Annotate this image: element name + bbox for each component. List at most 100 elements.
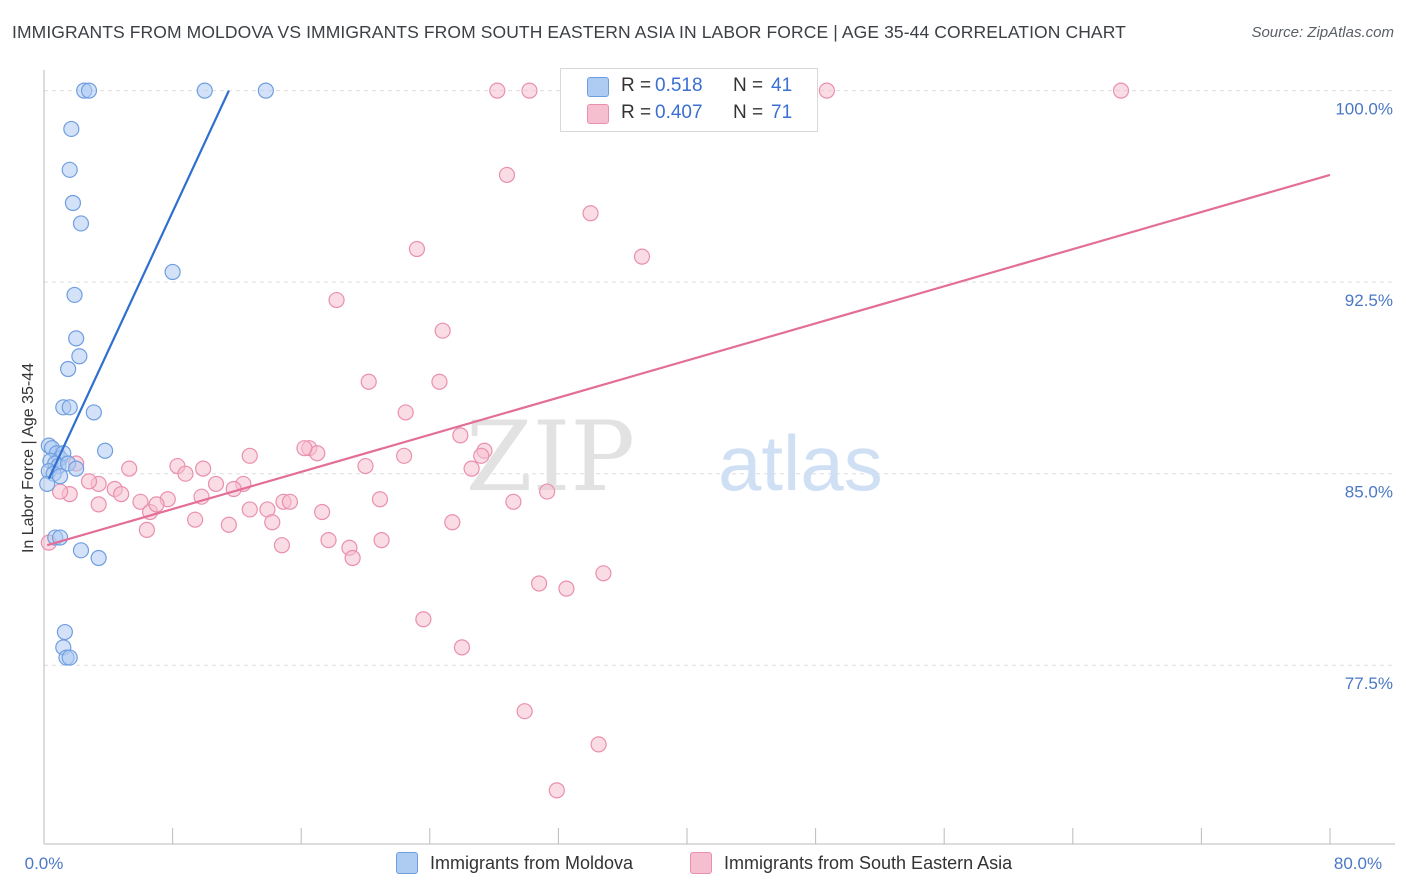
y-tick-label: 100.0% xyxy=(1335,100,1393,119)
y-axis-label: In Labor Force | Age 35-44 xyxy=(20,363,37,553)
legend-label-moldova: Immigrants from Moldova xyxy=(430,852,634,873)
source-label: Source: ZipAtlas.com xyxy=(1251,24,1394,41)
moldova-point xyxy=(257,82,274,99)
legend-label-sea: Immigrants from South Eastern Asia xyxy=(724,852,1013,873)
sea-point xyxy=(241,447,258,464)
moldova-point xyxy=(66,286,83,304)
sea-point xyxy=(633,248,651,265)
sea-point xyxy=(296,440,313,457)
sea-points xyxy=(40,82,1130,799)
sea-point xyxy=(138,521,155,538)
sea-point xyxy=(132,493,149,510)
moldova-points xyxy=(39,82,274,666)
moldova-point xyxy=(63,120,80,138)
moldova-point xyxy=(60,360,77,378)
sea-point xyxy=(408,240,426,258)
sea-point xyxy=(80,473,98,490)
moldova-point xyxy=(90,549,107,567)
moldova-point xyxy=(61,649,78,666)
moldova-trend-line xyxy=(47,90,230,480)
y-tick-label: 92.5% xyxy=(1345,291,1393,310)
moldova-point xyxy=(80,82,98,99)
sea-point xyxy=(531,575,548,592)
correlation-legend: R = 0.518 N = 41 R = 0.407 N = 71 xyxy=(560,68,818,132)
moldova-point xyxy=(68,460,85,477)
sea-point xyxy=(539,483,556,500)
sea-point xyxy=(148,496,165,513)
legend-n-value: 41 xyxy=(771,75,793,96)
moldova-point xyxy=(56,623,73,641)
legend-swatch-sea xyxy=(587,104,609,124)
legend-swatch-sea xyxy=(690,852,712,874)
sea-point xyxy=(498,166,516,184)
sea-point xyxy=(373,532,390,549)
sea-point xyxy=(489,82,506,99)
legend-r-value: 0.518 xyxy=(655,75,703,96)
sea-point xyxy=(177,465,194,482)
sea-point xyxy=(187,511,204,528)
sea-point xyxy=(444,514,461,531)
legend-item-sea[interactable]: Immigrants from South Eastern Asia xyxy=(690,852,1012,874)
legend-n-label: N = xyxy=(733,102,764,123)
sea-point xyxy=(207,475,225,493)
sea-point xyxy=(241,501,258,518)
legend-swatch-moldova xyxy=(396,852,418,874)
sea-point xyxy=(590,736,607,753)
sea-point xyxy=(397,404,414,421)
moldova-point xyxy=(51,468,69,485)
sea-point xyxy=(371,491,389,508)
moldova-point xyxy=(68,330,85,347)
legend-n-label: N = xyxy=(733,75,764,96)
moldova-point xyxy=(71,348,88,365)
sea-point xyxy=(273,537,291,554)
sea-point xyxy=(434,322,451,339)
sea-point xyxy=(113,486,130,503)
y-tick-label: 77.5% xyxy=(1345,674,1393,693)
sea-point xyxy=(558,580,575,597)
chart-title: IMMIGRANTS FROM MOLDOVA VS IMMIGRANTS FR… xyxy=(12,22,1126,42)
sea-point xyxy=(521,82,538,99)
legend-r-label: R = xyxy=(621,75,652,96)
sea-point xyxy=(264,514,281,531)
sea-point xyxy=(595,565,612,582)
sea-point xyxy=(415,611,432,628)
sea-point xyxy=(473,447,490,464)
legend-item-moldova[interactable]: Immigrants from Moldova xyxy=(396,852,633,874)
moldova-point xyxy=(61,161,78,178)
legend-r-value: 0.407 xyxy=(655,102,703,123)
moldova-point xyxy=(39,475,56,493)
sea-trend-line xyxy=(46,173,1331,547)
legend-swatch-moldova xyxy=(587,77,609,97)
sea-point xyxy=(516,703,533,720)
sea-point xyxy=(818,82,835,99)
x-tick-label: 80.0% xyxy=(1334,854,1382,873)
moldova-point xyxy=(85,404,102,421)
x-tick-label: 0.0% xyxy=(25,854,64,873)
sea-point xyxy=(453,639,471,656)
sea-point xyxy=(344,549,361,567)
sea-point xyxy=(452,427,469,444)
moldova-point xyxy=(96,442,114,459)
moldova-point xyxy=(196,82,213,99)
moldova-point xyxy=(72,542,90,559)
sea-point xyxy=(505,493,522,510)
moldova-point xyxy=(64,194,82,212)
sea-point xyxy=(313,503,331,521)
sea-point xyxy=(320,532,337,549)
sea-point xyxy=(431,373,448,390)
sea-point xyxy=(90,496,107,513)
watermark-atlas: atlas xyxy=(718,419,883,507)
sea-point xyxy=(582,205,599,222)
sea-point xyxy=(360,373,377,390)
sea-point xyxy=(1112,82,1130,99)
sea-point xyxy=(328,291,345,309)
sea-point xyxy=(463,460,480,477)
gridlines xyxy=(44,90,1395,666)
sea-point xyxy=(395,447,413,464)
tick-labels: 77.5% 85.0% 92.5% 100.0% 0.0% 80.0% xyxy=(25,100,1393,873)
trend-lines xyxy=(46,90,1331,547)
sea-point xyxy=(220,516,237,533)
sea-point xyxy=(121,460,138,477)
sea-point xyxy=(548,782,565,799)
